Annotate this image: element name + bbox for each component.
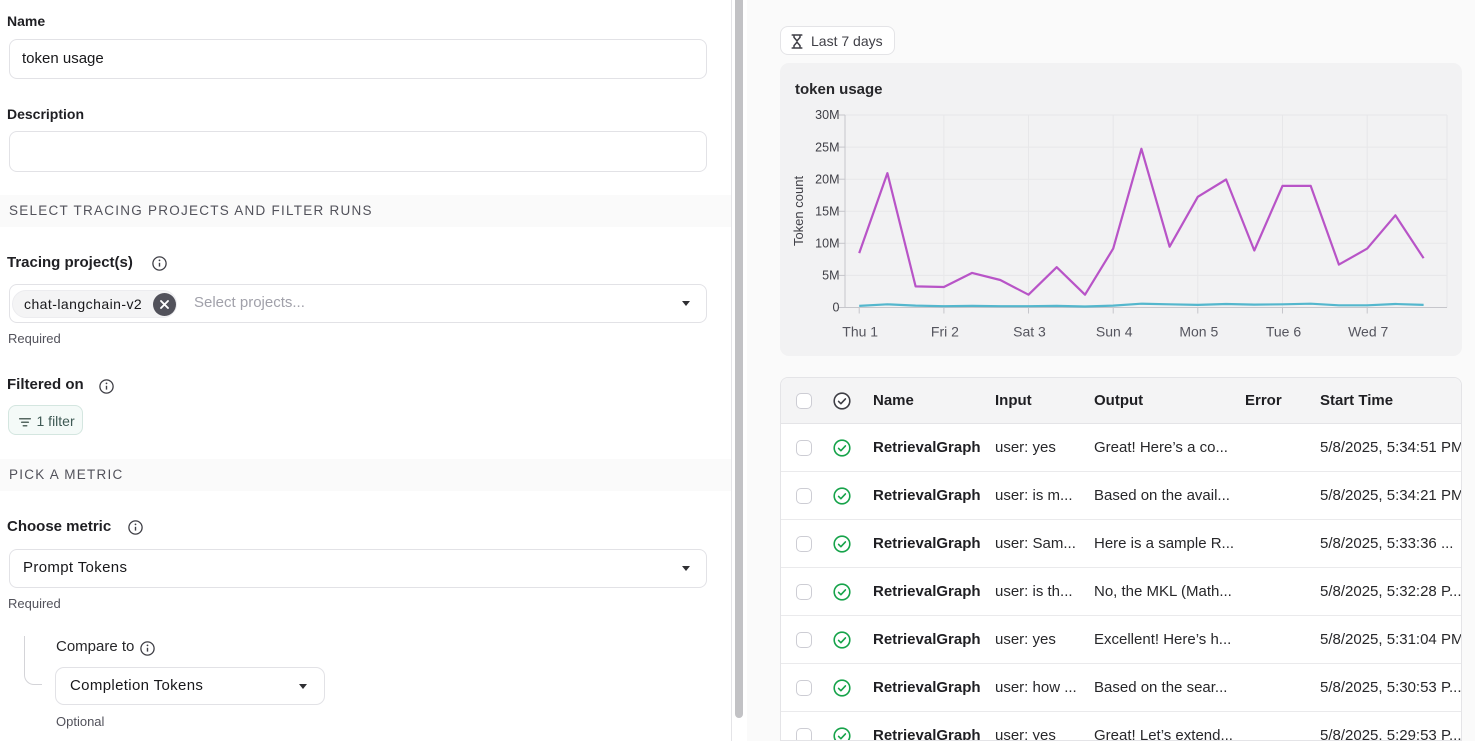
- svg-text:Tue 6: Tue 6: [1266, 324, 1301, 340]
- svg-text:Wed 7: Wed 7: [1348, 324, 1388, 340]
- svg-text:Sun 4: Sun 4: [1096, 324, 1133, 340]
- svg-text:10M: 10M: [815, 237, 839, 251]
- svg-text:25M: 25M: [815, 140, 839, 154]
- svg-text:30M: 30M: [815, 108, 839, 122]
- svg-text:Mon 5: Mon 5: [1179, 324, 1218, 340]
- svg-text:5M: 5M: [822, 269, 839, 283]
- svg-text:Sat 3: Sat 3: [1013, 324, 1046, 340]
- svg-text:Token count: Token count: [791, 176, 806, 246]
- svg-text:Fri 2: Fri 2: [931, 324, 959, 340]
- svg-text:20M: 20M: [815, 172, 839, 186]
- svg-text:Thu 1: Thu 1: [842, 324, 878, 340]
- svg-text:0: 0: [833, 301, 840, 315]
- svg-text:15M: 15M: [815, 205, 839, 219]
